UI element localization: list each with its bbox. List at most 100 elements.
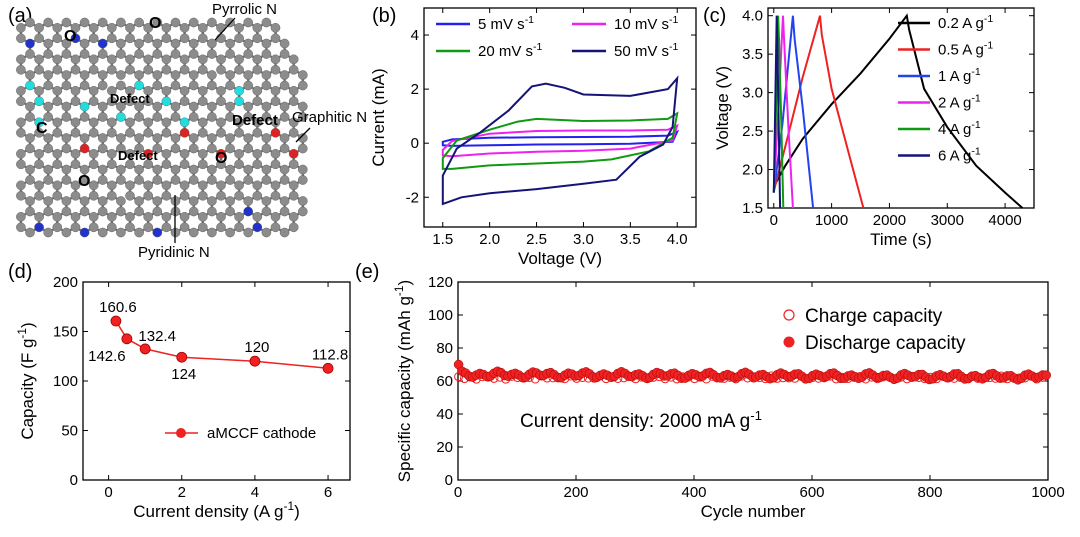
legend-swatch-marker [176,428,186,438]
carbon-atom [270,159,281,170]
y-tick-label: 0 [445,472,453,489]
carbon-atom [207,206,217,217]
carbon-atom [252,211,263,222]
carbon-atom [270,211,281,222]
carbon-atom [16,117,26,128]
carbon-atom [170,17,181,28]
carbon-atom [125,148,135,159]
carbon-atom [216,190,226,201]
carbon-atom [252,33,263,44]
carbon-atom [179,159,190,170]
pyridinic-n-atom [234,96,244,107]
carbon-atom [161,33,172,44]
oxygen-atom [143,148,153,159]
carbon-atom [16,148,26,159]
carbon-atom [125,54,135,65]
carbon-atom [70,65,81,75]
carbon-atom [170,133,181,143]
y-axis-label: Specific capacity (mAh g-1) [392,280,414,482]
carbon-atom [261,175,272,185]
carbon-atom [79,17,90,28]
carbon-atom [261,101,272,112]
pyridinic-n-atom [179,117,190,128]
carbon-atom [16,96,26,107]
carbon-atom [97,133,108,143]
carbon-atom [16,127,26,138]
pyridinic-n-atom [34,96,44,107]
carbon-atom [279,175,290,185]
carbon-atom [243,112,253,122]
carbon-atom [270,190,281,201]
carbon-atom [107,22,117,33]
carbon-atom [252,148,263,159]
carbon-atom [197,211,208,222]
data-label: 120 [244,339,269,356]
carbon-atom [34,33,44,44]
carbon-atom [97,101,108,112]
carbon-atom [279,143,290,154]
carbon-atom [243,143,253,154]
carbon-atom [270,96,281,107]
carbon-atom [197,33,208,44]
carbon-atom [143,54,153,65]
carbon-atom [43,206,54,217]
carbon-atom [134,196,144,206]
legend-label: 2 A g-1 [938,93,981,112]
carbon-atom [107,65,117,75]
carbon-atom [152,38,163,49]
carbon-atom [216,65,226,75]
carbon-atom [70,54,81,65]
carbon-atom [207,49,217,59]
carbon-atom [125,22,135,33]
carbon-atom [216,54,226,65]
y-axis-label: Capacity (F g-1) [15,322,37,439]
rate-point [322,362,334,374]
carbon-atom [79,80,90,91]
carbon-atom [52,117,63,128]
carbon-atom [207,112,217,122]
carbon-atom [43,175,54,185]
carbon-atom [161,211,172,222]
carbon-atom [234,211,244,222]
carbon-atom [179,33,190,44]
carbon-atom [225,227,235,238]
carbon-atom [188,133,199,143]
carbon-atom [170,175,181,185]
rate-point [139,343,151,355]
carbon-atom [270,54,281,65]
carbon-atom [216,127,226,138]
carbon-atom [297,175,308,185]
carbon-atom [107,54,117,65]
carbon-atom [197,22,208,33]
carbon-atom [97,112,108,122]
carbon-atom [279,133,290,143]
carbon-atom [116,143,126,154]
carbon-atom [25,227,35,238]
carbon-atom [270,148,281,159]
carbon-atom [252,117,263,128]
carbon-atom [43,80,54,91]
carbon-atom [134,70,144,80]
legend-label: aMCCF cathode [207,425,316,442]
carbon-atom [234,22,244,33]
carbon-atom [261,17,272,28]
carbon-atom [179,96,190,107]
carbon-atom [225,101,235,112]
carbon-atom [34,211,44,222]
oxygen-atom [179,127,190,138]
carbon-atom [52,96,63,107]
carbon-atom [225,175,235,185]
carbon-atom [252,86,263,96]
carbon-atom [125,65,135,75]
carbon-atom [216,180,226,191]
carbon-atom [279,38,290,49]
defect-label-1: Defect [110,91,150,106]
carbon-atom [216,86,226,96]
carbon-atom [43,17,54,28]
carbon-atom [25,133,35,143]
data-label: 124 [171,366,196,383]
carbon-atom [243,133,253,143]
y-tick-label: 100 [428,307,453,324]
carbon-atom [79,175,90,185]
carbon-atom [34,159,44,170]
